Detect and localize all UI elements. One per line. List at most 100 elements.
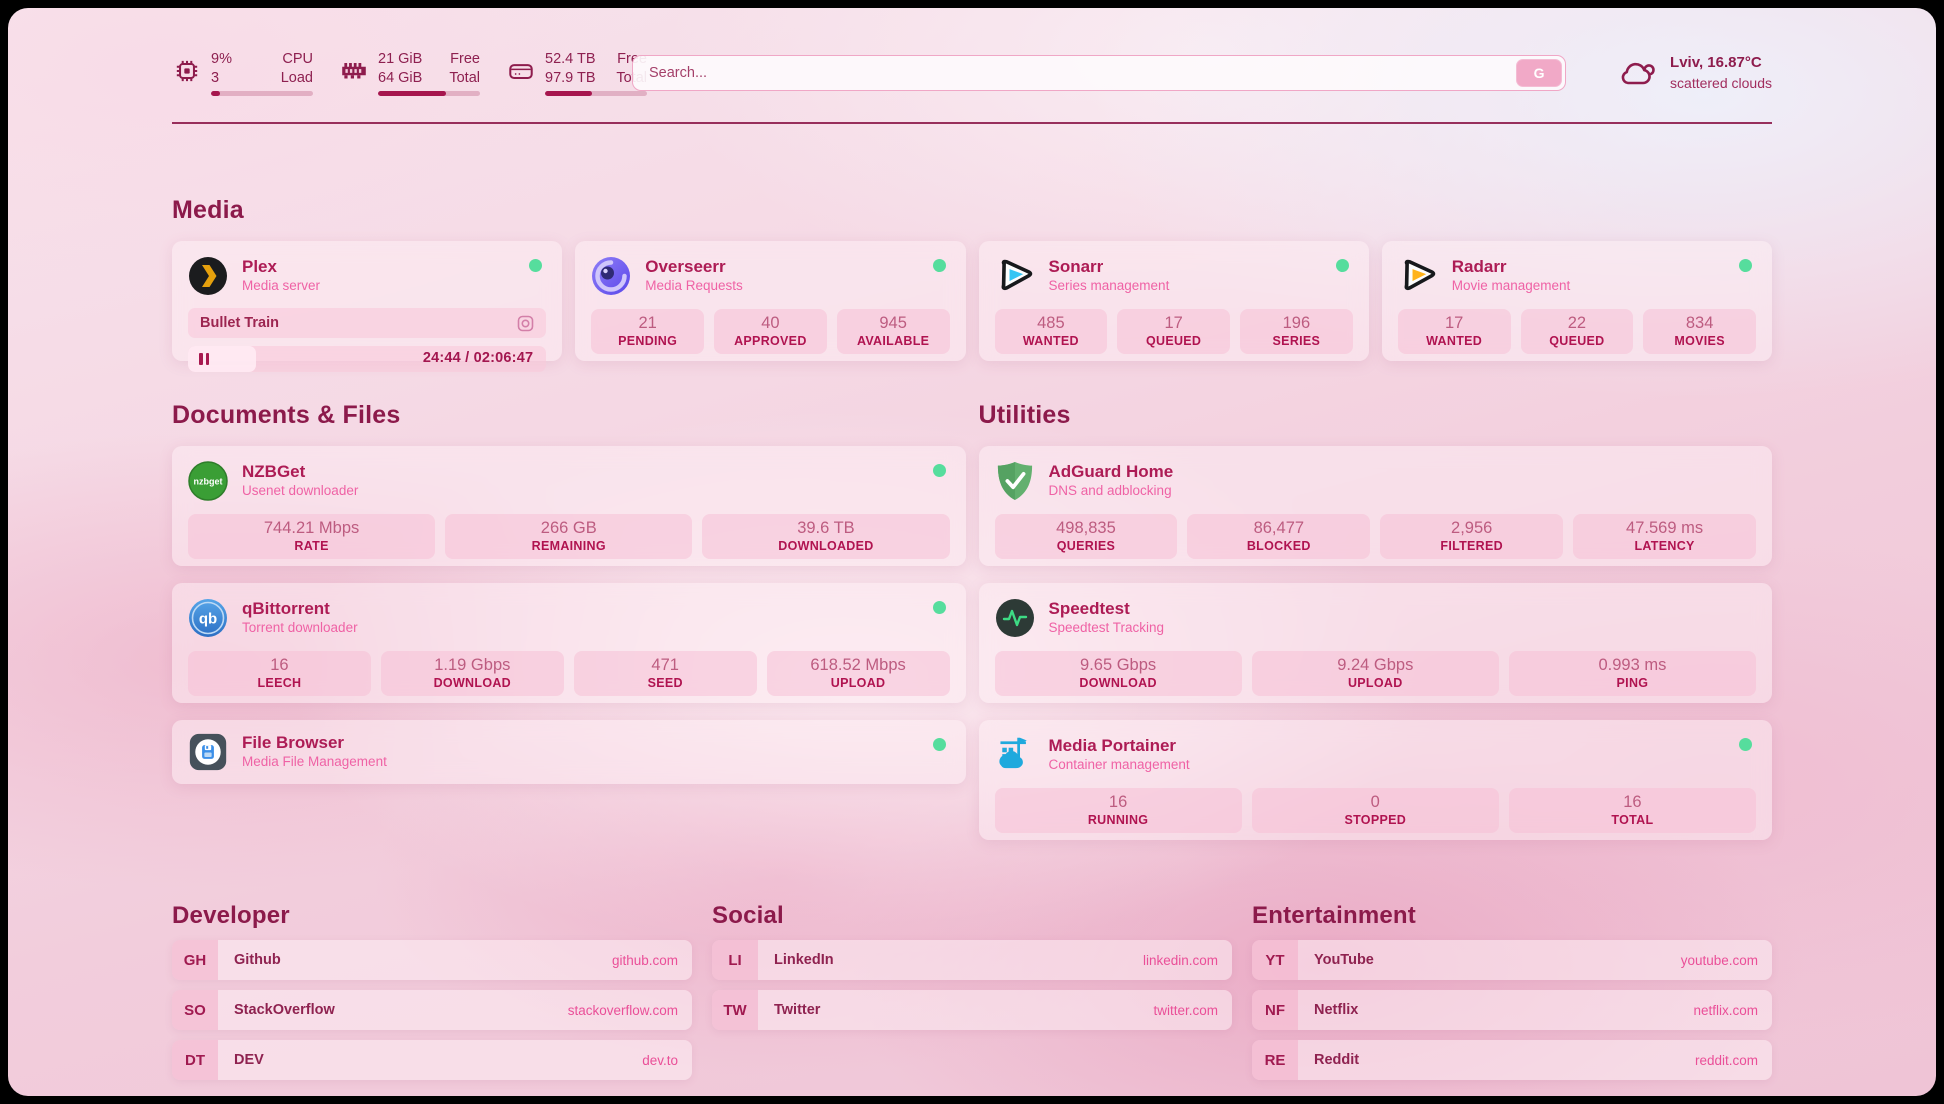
stat-value: 16 — [1108, 793, 1128, 811]
stat-value: 618.52 Mbps — [810, 656, 906, 674]
stat-label: STOPPED — [1344, 813, 1407, 827]
stat-pill: 16 TOTAL — [1508, 788, 1757, 833]
service-name: Speedtest — [1048, 598, 1130, 618]
card-sonarr[interactable]: Sonarr Series management 485 WANTED 17 QUE… — [978, 241, 1369, 361]
stat-pill: 1.19 Gbps DOWNLOAD — [380, 651, 564, 696]
section-title-developer: Developer — [172, 902, 290, 929]
dashboard: 9% CPU 3 Load 21 GiB Free 64 GiB Total — [8, 8, 1936, 1096]
stat-label: AVAILABLE — [856, 334, 930, 348]
pause-icon — [199, 353, 209, 365]
stat-value: 0 — [1370, 793, 1380, 811]
stat-label: BLOCKED — [1246, 539, 1311, 553]
link-netflix[interactable]: NF Netflix netflix.com — [1252, 990, 1772, 1030]
dev-icon: DT — [172, 1040, 218, 1080]
service-name: qBittorrent — [242, 598, 330, 618]
stat-pill: 471 SEED — [573, 651, 757, 696]
status-dot — [1335, 259, 1349, 272]
stat-label: DOWNLOAD — [433, 676, 511, 690]
stat-label: SEED — [647, 676, 683, 690]
stat-label: QUERIES — [1056, 539, 1116, 553]
section-title-documents: Documents & Files — [172, 401, 401, 429]
link-url: youtube.com — [1680, 952, 1758, 968]
cloud-icon — [1618, 56, 1658, 90]
service-name: File Browser — [242, 732, 345, 752]
stat-value: 485 — [1037, 314, 1065, 332]
link-stackoverflow[interactable]: SO StackOverflow stackoverflow.com — [172, 990, 692, 1030]
stat-value: 2,956 — [1451, 519, 1493, 537]
stat-value: 17 — [1444, 314, 1464, 332]
link-youtube[interactable]: YT YouTube youtube.com — [1252, 940, 1772, 980]
link-reddit[interactable]: RE Reddit reddit.com — [1252, 1040, 1772, 1080]
card-radarr[interactable]: Radarr Movie management 17 WANTED 22 QUEUE… — [1381, 241, 1772, 361]
stat-label: LATENCY — [1634, 539, 1695, 553]
section-title-entertainment: Entertainment — [1252, 902, 1416, 929]
linkedin-icon: LI — [712, 940, 758, 980]
service-desc: Series management — [1048, 278, 1170, 294]
stat-pill: 0 STOPPED — [1251, 788, 1499, 833]
stat-label: WANTED — [1426, 334, 1483, 348]
reddit-icon: RE — [1252, 1040, 1298, 1080]
card-qbittorrent[interactable]: qb qBittorrent Torrent downloader 16 LEEC… — [172, 583, 966, 703]
link-name: YouTube — [1314, 952, 1374, 968]
card-overseerr[interactable]: Overseerr Media Requests 21 PENDING 40 APP… — [575, 241, 966, 361]
service-name: Radarr — [1451, 256, 1507, 276]
overseerr-icon — [591, 256, 631, 296]
service-name: NZBGet — [242, 461, 306, 481]
cpu-progress-bar — [211, 91, 313, 97]
stat-pill: 744.21 Mbps RATE — [188, 514, 436, 559]
section-developer: Developer GH Github github.com SO StackO… — [172, 902, 692, 1080]
link-name: Twitter — [774, 1002, 821, 1018]
link-url: twitter.com — [1153, 1002, 1218, 1018]
disk-free-value: 52.4 TB — [545, 50, 596, 67]
service-desc: Media Requests — [645, 278, 743, 294]
card-adguard[interactable]: AdGuard Home DNS and adblocking 498,835 Q… — [978, 446, 1772, 566]
search-input[interactable] — [632, 55, 1567, 91]
radarr-icon — [1398, 256, 1438, 296]
card-nzbget[interactable]: nzbget NZBGet Usenet downloader 744.21 M… — [172, 446, 966, 566]
link-twitter[interactable]: TW Twitter twitter.com — [712, 990, 1232, 1030]
stat-pill: 0.993 ms PING — [1508, 651, 1757, 696]
cpu-icon — [172, 56, 202, 86]
service-desc: Speedtest Tracking — [1048, 620, 1165, 636]
service-name: Media Portainer — [1048, 735, 1177, 755]
ram-free-value: 21 GiB — [378, 50, 423, 67]
stat-pill: 16 RUNNING — [994, 788, 1242, 833]
search-engine-button[interactable]: G — [1516, 59, 1563, 87]
stat-pill: 498,835 QUERIES — [994, 514, 1178, 559]
stat-pill: 618.52 Mbps UPLOAD — [766, 651, 950, 696]
section-title-utilities: Utilities — [978, 401, 1071, 429]
stat-pill: 945 AVAILABLE — [836, 309, 950, 354]
stat-value: 9.24 Gbps — [1337, 656, 1414, 674]
card-portainer[interactable]: Media Portainer Container management 16 R… — [978, 720, 1772, 840]
section-documents: Documents & Files nzbget NZBGet — [172, 401, 966, 840]
card-speedtest[interactable]: Speedtest Speedtest Tracking 9.65 Gbps DO… — [978, 583, 1772, 703]
stat-pill: 2,956 FILTERED — [1380, 514, 1564, 559]
stat-label: APPROVED — [734, 334, 807, 348]
stat-value: 471 — [651, 656, 679, 674]
stat-value: 196 — [1282, 314, 1311, 332]
stat-label: REMAINING — [531, 539, 606, 553]
status-dot — [529, 259, 543, 272]
link-name: Github — [234, 952, 281, 968]
service-desc: Torrent downloader — [242, 620, 358, 636]
link-url: linkedin.com — [1142, 952, 1218, 968]
stat-pill: 196 SERIES — [1240, 309, 1353, 354]
card-plex[interactable]: Plex Media server Bullet Train 24:44 / 0… — [172, 241, 563, 372]
status-dot — [1739, 259, 1752, 272]
link-name: DEV — [234, 1052, 264, 1068]
link-name: Netflix — [1314, 1002, 1359, 1018]
svg-text:qb: qb — [199, 611, 217, 628]
link-github[interactable]: GH Github github.com — [172, 940, 692, 980]
link-dev[interactable]: DT DEV dev.to — [172, 1040, 692, 1080]
stat-value: 21 — [638, 314, 657, 332]
link-url: netflix.com — [1693, 1002, 1758, 1018]
stat-pill: 39.6 TB DOWNLOADED — [702, 514, 950, 559]
card-filebrowser[interactable]: File Browser Media File Management — [172, 720, 966, 784]
stat-value: 0.993 ms — [1598, 656, 1667, 674]
stackoverflow-icon: SO — [172, 990, 218, 1030]
link-linkedin[interactable]: LI LinkedIn linkedin.com — [712, 940, 1232, 980]
stat-pill: 86,477 BLOCKED — [1187, 514, 1371, 559]
cpu-value: 9% — [211, 50, 232, 67]
stat-label: TOTAL — [1611, 813, 1654, 827]
